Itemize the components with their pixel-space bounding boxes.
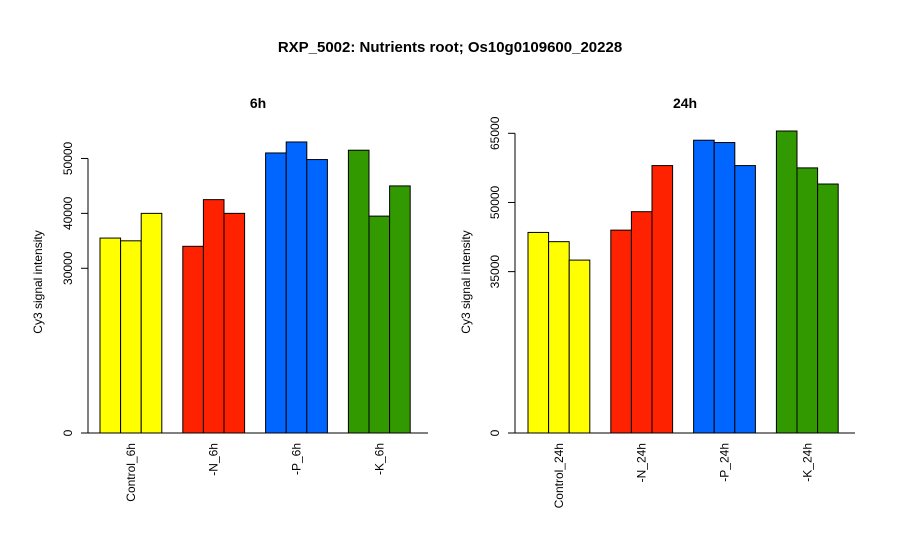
bar <box>651 165 674 434</box>
bar <box>796 167 819 434</box>
y-tick-label: 50000 <box>488 185 502 219</box>
y-axis-label: Cy3 signal intensity <box>459 230 473 333</box>
category-label: -P_6h <box>290 443 304 475</box>
category-label: -N_24h <box>635 443 649 482</box>
bar <box>775 130 798 434</box>
bar <box>734 165 756 434</box>
bar <box>713 142 736 434</box>
bar <box>265 152 287 434</box>
bar <box>389 185 411 434</box>
bar <box>182 245 204 434</box>
bar <box>817 183 839 434</box>
y-tick-label: 30000 <box>61 251 75 285</box>
bar <box>223 212 246 434</box>
bar <box>285 141 308 434</box>
y-tick-label: 35000 <box>488 255 502 289</box>
chart-title: RXP_5002: Nutrients root; Os10g0109600_2… <box>277 39 623 56</box>
y-tick-label: 50000 <box>61 141 75 175</box>
category-label: Control_24h <box>552 443 566 508</box>
panel-title: 24h <box>673 95 697 111</box>
bar <box>347 149 370 434</box>
bar <box>99 237 122 434</box>
bar <box>610 229 632 434</box>
y-tick-label: 0 <box>61 429 75 436</box>
panel-0: 6h Cy3 signal intensity 0 30000 40000 50000 Co… <box>31 95 428 502</box>
y-tick-label: 0 <box>488 429 502 436</box>
bar <box>693 139 715 434</box>
category-label: Control_6h <box>124 443 138 502</box>
bar <box>306 159 328 434</box>
panel-title: 6h <box>250 95 266 111</box>
bar <box>120 240 142 434</box>
bar <box>548 241 570 434</box>
category-label: -N_6h <box>207 443 221 476</box>
category-label: -K_24h <box>800 443 814 482</box>
bar <box>568 259 591 434</box>
category-label: -P_24h <box>718 443 732 482</box>
bar <box>140 212 163 434</box>
y-axis-label: Cy3 signal intensity <box>31 230 45 333</box>
y-tick-label: 65000 <box>488 116 502 150</box>
bar <box>202 199 225 434</box>
y-tick-label: 40000 <box>61 196 75 230</box>
panel-1: 24h Cy3 signal intensity 0 35000 50000 65000 C… <box>459 95 855 508</box>
bar <box>527 231 550 434</box>
bar <box>368 215 391 434</box>
category-label: -K_6h <box>372 443 386 475</box>
bar <box>630 211 653 434</box>
